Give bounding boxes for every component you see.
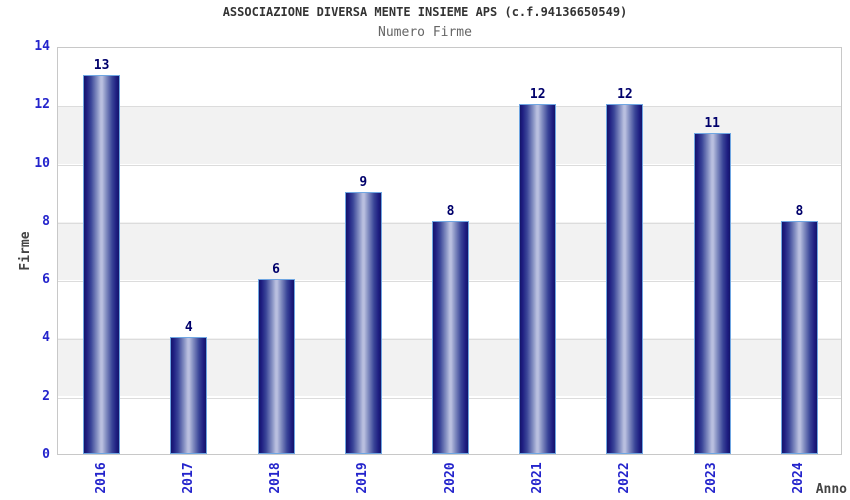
bar-value-label: 8	[795, 204, 804, 219]
bar	[519, 104, 557, 454]
x-tick-label: 2016	[93, 462, 109, 494]
bar-value-label: 12	[529, 87, 546, 102]
chart-title: ASSOCIAZIONE DIVERSA MENTE INSIEME APS (…	[222, 5, 628, 19]
bar-value-label: 11	[704, 116, 720, 131]
gridline	[58, 106, 841, 108]
bar	[432, 221, 469, 454]
y-tick-label: 8	[42, 213, 50, 229]
x-axis-title: Anno	[815, 482, 847, 497]
bar-value-label: 6	[272, 262, 280, 277]
x-tick-label: 2018	[267, 462, 283, 494]
x-tick-label: 2023	[703, 462, 719, 494]
x-tick-label: 2017	[180, 462, 196, 494]
bar-value-label: 4	[184, 320, 193, 335]
bar	[780, 221, 818, 454]
bar-value-label: 9	[359, 175, 368, 190]
y-tick-label: 2	[42, 388, 50, 404]
x-tick-label: 2019	[354, 462, 370, 494]
bar	[693, 133, 731, 454]
bar-value-label: 12	[617, 87, 633, 102]
bar	[83, 75, 121, 454]
x-tick-label: 2021	[529, 462, 545, 494]
y-tick-label: 10	[34, 155, 50, 171]
x-tick-label: 2020	[442, 462, 457, 494]
chart-subtitle: Numero Firme	[378, 25, 472, 40]
plot-area: 13 4 6 9 8 12 12 11 8	[57, 47, 842, 455]
bar-value-label: 13	[93, 58, 110, 73]
bar	[606, 104, 644, 454]
y-tick-label: 0	[42, 447, 50, 462]
gridline	[58, 164, 841, 166]
bar	[170, 337, 208, 454]
y-tick-label: 6	[42, 272, 50, 288]
x-tick-label: 2022	[616, 462, 632, 494]
bar-value-label: 8	[446, 204, 455, 219]
bar	[257, 279, 295, 454]
y-tick-label: 12	[34, 97, 50, 113]
bar	[344, 192, 382, 454]
y-tick-label: 14	[34, 39, 50, 54]
y-tick-label: 4	[42, 330, 50, 346]
